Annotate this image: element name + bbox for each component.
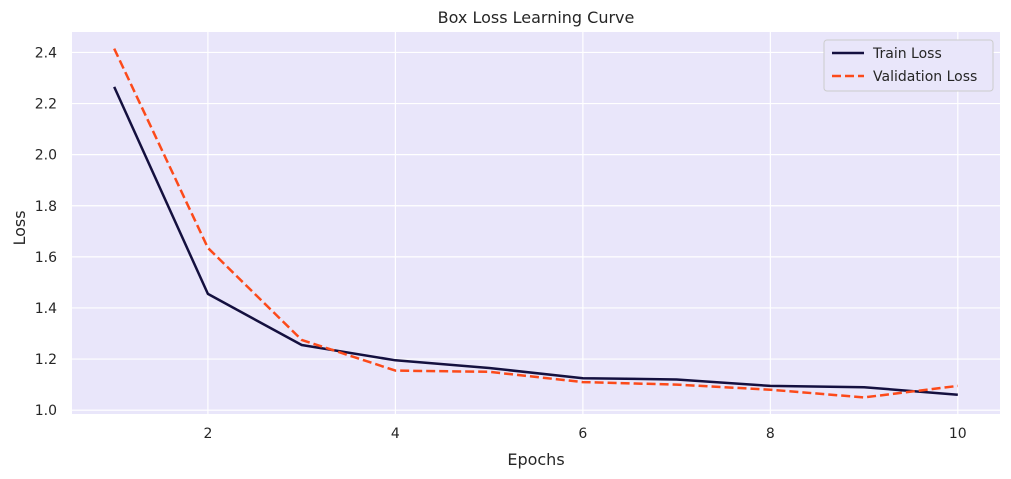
legend-label-validation-loss: Validation Loss <box>873 69 977 85</box>
y-tick-label: 1.8 <box>35 199 57 215</box>
x-tick-label: 10 <box>949 426 967 442</box>
x-tick-labels: 2 4 6 8 10 <box>203 426 966 442</box>
legend-box <box>823 39 994 92</box>
y-tick-label: 1.0 <box>35 403 57 419</box>
x-tick-label: 6 <box>578 426 587 442</box>
y-tick-labels: 1.0 1.2 1.4 1.6 1.8 2.0 2.2 2.4 <box>35 45 57 419</box>
x-tick-label: 2 <box>203 426 212 442</box>
series-line-validation-loss <box>113 48 958 399</box>
x-tick-label: 8 <box>766 426 775 442</box>
legend-label-train-loss: Train Loss <box>872 46 942 62</box>
series-line-train-loss <box>113 86 958 397</box>
grid <box>72 32 1000 414</box>
x-tick-label: 4 <box>391 426 400 442</box>
legend: Train Loss Validation Loss <box>823 39 994 92</box>
chart-title: Box Loss Learning Curve <box>438 8 635 27</box>
x-axis-label: Epochs <box>507 450 564 469</box>
y-tick-label: 1.4 <box>35 301 57 317</box>
y-tick-label: 2.0 <box>35 148 57 164</box>
y-tick-label: 2.4 <box>35 45 57 61</box>
y-axis-label: Loss <box>10 210 29 245</box>
y-tick-label: 1.2 <box>35 352 57 368</box>
series-lines <box>113 48 958 399</box>
y-tick-label: 2.2 <box>35 97 57 113</box>
plot-area <box>72 32 1000 414</box>
y-tick-label: 1.6 <box>35 250 57 266</box>
